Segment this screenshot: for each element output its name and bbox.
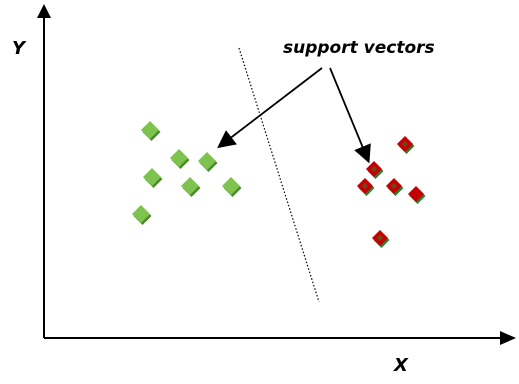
red-point-support-vector — [366, 161, 384, 179]
y-axis-label: Y — [12, 38, 27, 59]
red-point — [386, 178, 404, 196]
green-point — [222, 177, 242, 197]
green-point-support-vector — [198, 152, 218, 172]
support-vectors-label: support vectors — [283, 38, 435, 58]
x-axis-arrowhead — [500, 331, 516, 345]
green-point — [170, 149, 190, 169]
red-class-points — [357, 136, 426, 248]
arrow-to-green-support-vector — [217, 67, 323, 149]
separating-hyperplane — [238, 47, 320, 303]
red-point — [372, 230, 390, 248]
red-point — [408, 186, 426, 204]
y-axis-arrowhead — [37, 4, 51, 18]
arrow-to-red-support-vector — [329, 67, 371, 164]
x-axis-label: X — [393, 355, 409, 376]
red-point — [397, 136, 415, 154]
green-class-points — [132, 121, 242, 225]
green-point — [132, 205, 152, 225]
green-point — [143, 168, 163, 188]
green-point — [141, 121, 161, 141]
green-point — [181, 177, 201, 197]
red-point — [357, 178, 375, 196]
